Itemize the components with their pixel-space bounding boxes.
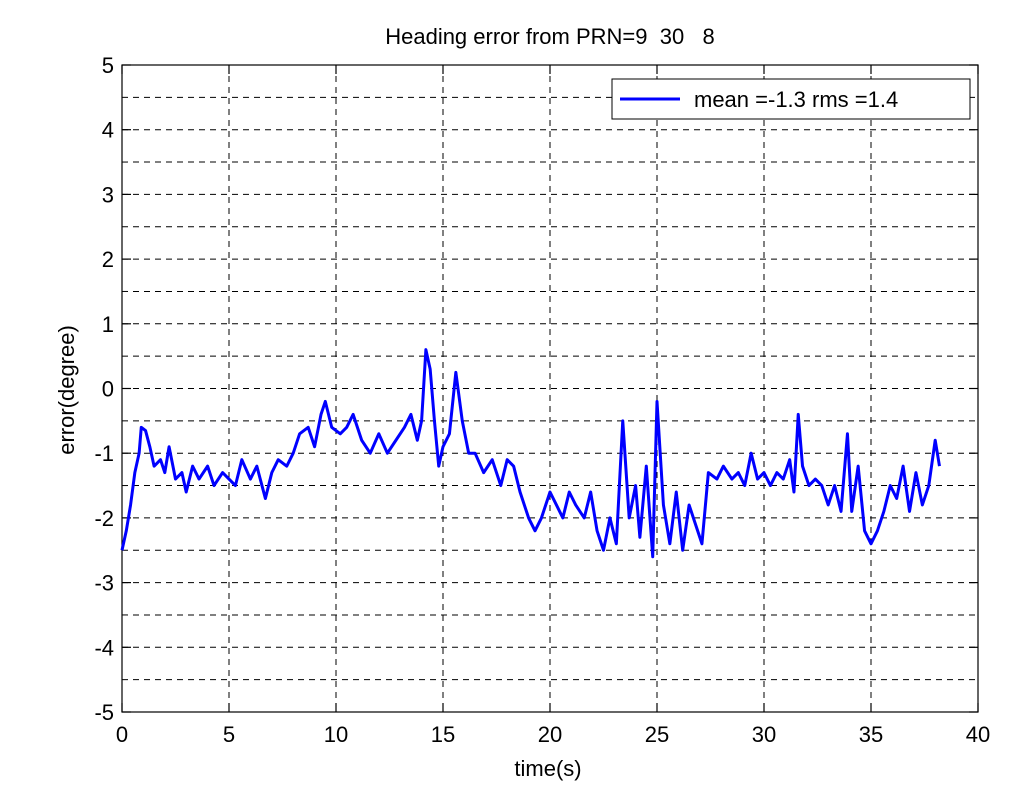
y-tick-label: -3: [94, 571, 114, 596]
x-tick-label: 0: [116, 722, 128, 747]
y-tick-label: 0: [102, 377, 114, 402]
data-line: [120, 348, 941, 559]
y-tick-label: -5: [94, 700, 114, 725]
y-axis-label: error(degree): [54, 325, 79, 455]
y-tick-label: -4: [94, 635, 114, 660]
y-tick-label: -2: [94, 506, 114, 531]
x-tick-label: 25: [645, 722, 669, 747]
y-tick-label: 5: [102, 53, 114, 78]
y-tick-label: 1: [102, 312, 114, 337]
y-tick-label: 4: [102, 118, 114, 143]
y-tick-label: 2: [102, 247, 114, 272]
x-tick-label: 15: [431, 722, 455, 747]
plot-frame: [121, 64, 979, 713]
x-tick-label: 5: [223, 722, 235, 747]
y-tick-label: -1: [94, 441, 114, 466]
x-tick-label: 20: [538, 722, 562, 747]
chart-title: Heading error from PRN=9 30 8: [385, 24, 715, 49]
x-tick-label: 30: [752, 722, 776, 747]
x-tick-label: 40: [966, 722, 990, 747]
y-tick-label: 3: [102, 182, 114, 207]
legend-label: mean =-1.3 rms =1.4: [694, 87, 898, 112]
x-axis-label: time(s): [514, 756, 581, 781]
x-tick-label: 10: [324, 722, 348, 747]
x-tick-label: 35: [859, 722, 883, 747]
